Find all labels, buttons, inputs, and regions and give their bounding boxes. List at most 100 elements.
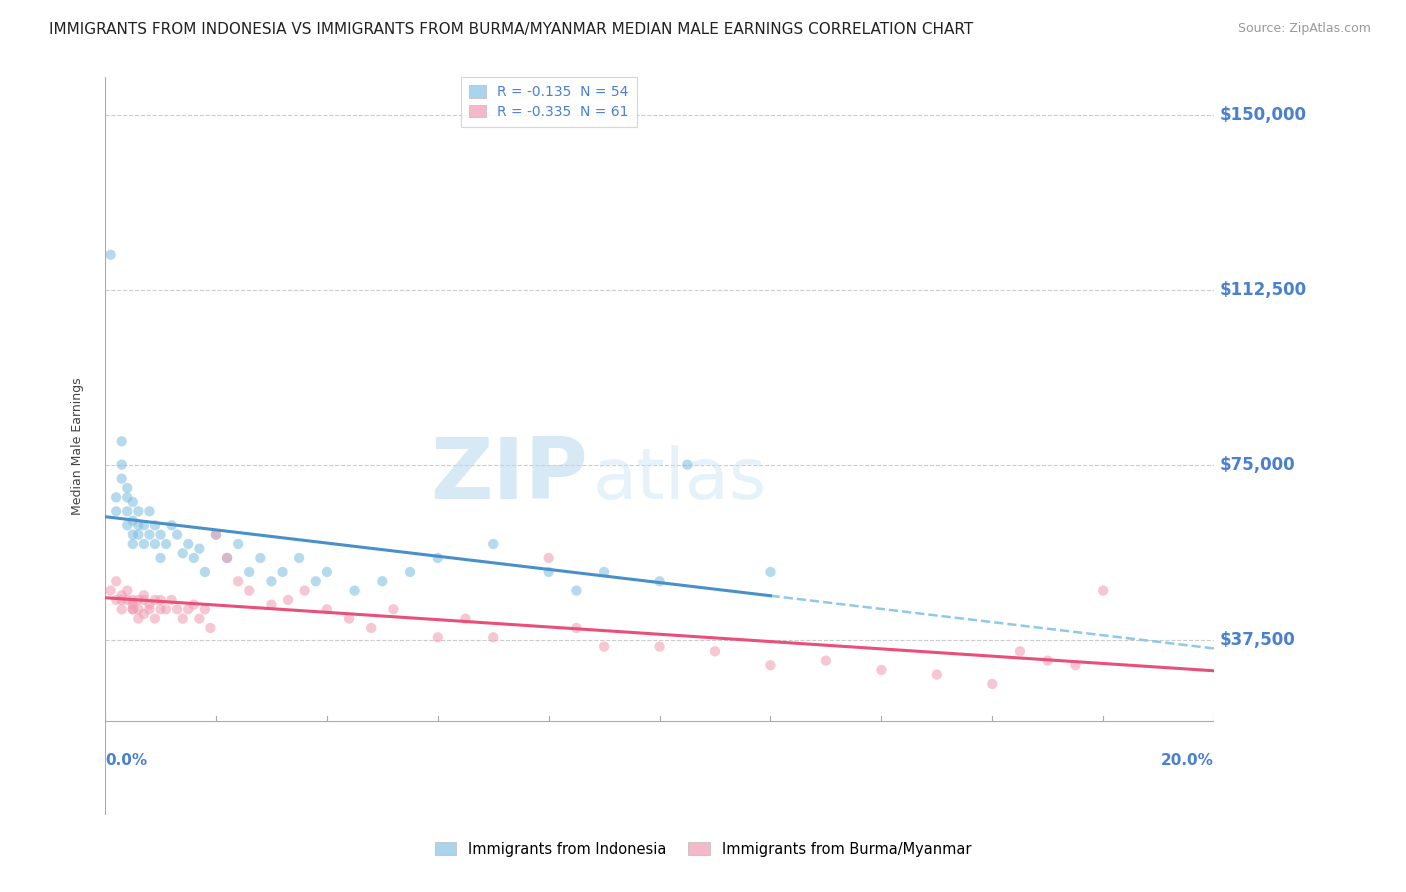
Point (105, 574, 128, 589)
Point (100, 248, 122, 262)
Point (288, 551, 311, 566)
Point (1008, 644, 1031, 658)
Point (925, 667, 948, 681)
Point (399, 565, 422, 579)
Point (177, 537, 200, 551)
Point (1064, 658, 1087, 673)
Point (183, 598, 205, 612)
Point (205, 527, 228, 541)
Point (194, 602, 217, 616)
Point (565, 583, 588, 598)
Text: $112,500: $112,500 (1219, 281, 1306, 299)
Point (132, 588, 155, 602)
Point (143, 593, 166, 607)
Point (117, 491, 139, 505)
Point (593, 640, 616, 654)
Point (132, 518, 155, 533)
Point (238, 583, 260, 598)
Point (166, 602, 188, 616)
Point (149, 527, 172, 541)
Point (183, 551, 205, 566)
Point (704, 644, 727, 658)
Point (648, 640, 671, 654)
Point (127, 612, 149, 626)
Point (149, 551, 172, 566)
Legend: Immigrants from Indonesia, Immigrants from Burma/Myanmar: Immigrants from Indonesia, Immigrants fr… (429, 836, 977, 863)
Text: $75,000: $75,000 (1219, 456, 1295, 474)
Point (121, 495, 143, 509)
Point (121, 514, 143, 528)
Point (117, 593, 139, 607)
Point (138, 504, 160, 518)
Text: $37,500: $37,500 (1219, 631, 1295, 648)
Point (188, 541, 211, 556)
Point (121, 598, 143, 612)
Point (177, 602, 200, 616)
Point (143, 518, 166, 533)
Point (360, 621, 382, 635)
Text: 20.0%: 20.0% (1161, 754, 1213, 768)
Point (260, 598, 283, 612)
Point (105, 593, 128, 607)
Point (315, 565, 337, 579)
Point (200, 621, 222, 635)
Point (315, 602, 337, 616)
Point (111, 458, 134, 472)
Point (277, 593, 299, 607)
Point (117, 481, 139, 495)
Point (226, 537, 249, 551)
Point (117, 504, 139, 518)
Point (155, 602, 177, 616)
Point (172, 612, 194, 626)
Text: ZIP: ZIP (430, 434, 588, 517)
Point (537, 551, 560, 566)
Point (215, 551, 238, 566)
Point (1092, 583, 1115, 598)
Point (121, 527, 143, 541)
Point (249, 551, 271, 566)
Point (149, 593, 172, 607)
Point (482, 630, 505, 644)
Text: 0.0%: 0.0% (105, 754, 148, 768)
Point (121, 593, 143, 607)
Point (870, 663, 893, 677)
Point (111, 472, 134, 486)
Point (260, 574, 283, 589)
Point (814, 654, 837, 668)
Point (271, 565, 294, 579)
Point (759, 565, 782, 579)
Point (226, 574, 249, 589)
Y-axis label: Median Male Earnings: Median Male Earnings (72, 377, 84, 515)
Point (138, 602, 160, 616)
Point (194, 565, 217, 579)
Point (205, 527, 228, 541)
Point (981, 677, 1004, 691)
Legend: R = -0.135  N = 54, R = -0.335  N = 61: R = -0.135 N = 54, R = -0.335 N = 61 (461, 77, 637, 128)
Point (143, 537, 166, 551)
Point (482, 537, 505, 551)
Point (160, 593, 183, 607)
Point (155, 537, 177, 551)
Point (426, 630, 449, 644)
Point (121, 602, 143, 616)
Point (105, 504, 128, 518)
Point (127, 518, 149, 533)
Point (132, 593, 155, 607)
Point (160, 518, 183, 533)
Point (105, 491, 128, 505)
Point (149, 602, 172, 616)
Text: IMMIGRANTS FROM INDONESIA VS IMMIGRANTS FROM BURMA/MYANMAR MEDIAN MALE EARNINGS : IMMIGRANTS FROM INDONESIA VS IMMIGRANTS … (49, 22, 973, 37)
Point (238, 565, 260, 579)
Point (215, 551, 238, 566)
Point (454, 612, 477, 626)
Point (343, 583, 366, 598)
Point (121, 602, 143, 616)
Point (565, 621, 588, 635)
Point (382, 602, 405, 616)
Point (426, 551, 449, 566)
Point (100, 583, 122, 598)
Point (111, 602, 134, 616)
Text: Source: ZipAtlas.com: Source: ZipAtlas.com (1237, 22, 1371, 36)
Point (676, 458, 699, 472)
Point (172, 546, 194, 560)
